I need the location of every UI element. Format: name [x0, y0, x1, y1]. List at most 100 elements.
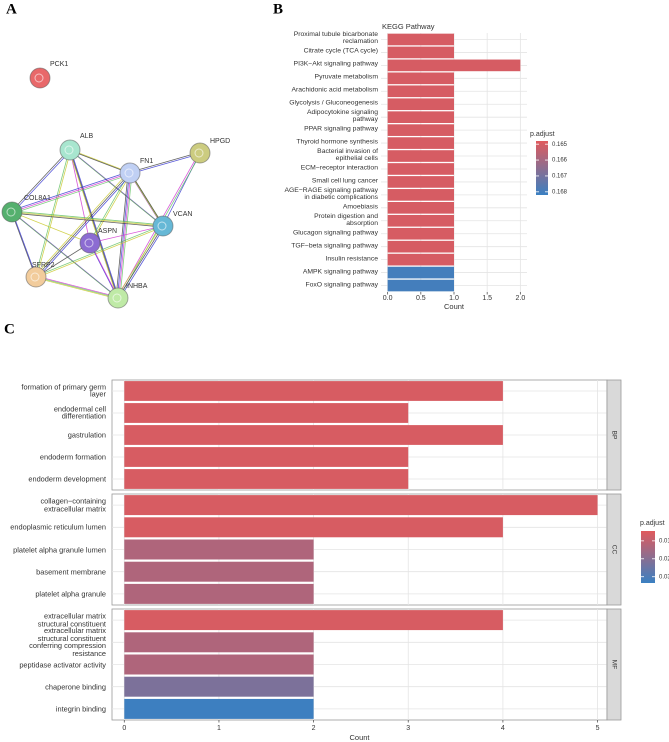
- bar: [124, 610, 503, 631]
- facet-label: BP: [610, 431, 617, 440]
- y-tick-label: extracellular matrix structural constitu…: [37, 611, 106, 629]
- y-tick-label: endodermal cell differentiation: [53, 404, 106, 421]
- network-edge: [13, 212, 165, 228]
- bar: [124, 447, 409, 467]
- network-edge: [11, 211, 36, 277]
- x-tick-label: 0.0: [383, 295, 393, 302]
- y-tick-label: endoderm formation: [39, 452, 106, 462]
- network-edge: [13, 173, 132, 214]
- y-tick-label: peptidase activator activity: [19, 659, 106, 669]
- bar: [387, 201, 454, 214]
- panel-label: C: [4, 321, 15, 337]
- bar: [124, 583, 314, 604]
- y-tick-label: Thyroid hormone synthesis: [296, 138, 378, 146]
- network-edge: [69, 149, 119, 299]
- node-glyph: [64, 145, 74, 155]
- y-tick-label: platelet alpha granule lumen: [13, 544, 106, 554]
- bar: [124, 561, 314, 582]
- bar: [387, 163, 454, 175]
- bar: [124, 381, 503, 401]
- bar: [124, 425, 503, 445]
- node-label: ALB: [80, 133, 94, 140]
- node-label: VCAN: [173, 211, 192, 218]
- node-glyph: [124, 168, 134, 178]
- y-tick-label: gastrulation: [67, 430, 106, 440]
- y-tick-label: PI3K−Akt signaling pathway: [293, 60, 378, 68]
- colorbar-tick-label: 0.166: [552, 158, 568, 164]
- node-glyph: [194, 148, 204, 158]
- facet-strip: [606, 608, 622, 721]
- network-edge: [10, 210, 162, 226]
- y-tick-label: FoxO signaling pathway: [305, 281, 378, 289]
- bar: [124, 469, 409, 489]
- x-axis-title: Count: [349, 733, 370, 742]
- network-node: [1, 201, 23, 223]
- bar: [387, 111, 454, 124]
- node-label: SFRP2: [32, 262, 55, 269]
- y-tick-label: Insulin resistance: [325, 255, 378, 263]
- x-tick-label: 1: [217, 725, 221, 732]
- bar: [124, 632, 314, 653]
- network-edge: [117, 225, 164, 299]
- network-edge: [130, 153, 201, 174]
- bar: [387, 189, 454, 201]
- chart-title: KEGG Pathway: [382, 22, 435, 31]
- node-label: PCK1: [50, 61, 68, 68]
- bar: [387, 124, 454, 136]
- y-tick-label: formation of primary germ layer: [21, 382, 106, 399]
- facet-label: MF: [610, 660, 617, 669]
- legend-title: p.adjust: [530, 131, 555, 138]
- y-tick-label: Small cell lung cancer: [311, 177, 378, 185]
- bar: [387, 240, 454, 253]
- bar: [387, 279, 454, 292]
- network-node: [29, 67, 51, 89]
- bar: [387, 176, 454, 188]
- network-node: [59, 139, 81, 161]
- y-tick-label: chaperone binding: [45, 681, 106, 691]
- y-tick-label: collagen−containing extracellular matrix: [40, 496, 106, 514]
- x-tick-label: 0.5: [416, 295, 426, 302]
- colorbar-tick-label: 0.01: [659, 538, 669, 544]
- bar: [387, 46, 454, 59]
- network-edge: [70, 151, 120, 300]
- x-axis-title: Count: [444, 302, 465, 311]
- network-edge: [116, 224, 163, 298]
- node-glyph: [34, 73, 44, 83]
- network-edge: [12, 212, 120, 300]
- y-tick-label: PPAR signaling pathway: [304, 125, 378, 133]
- bar: [124, 403, 409, 423]
- y-tick-label: AMPK signaling pathway: [302, 268, 378, 276]
- node-label: INHBA: [126, 283, 148, 290]
- bar: [124, 517, 503, 538]
- network-edge: [118, 226, 165, 300]
- node-label: COL8A1: [24, 195, 51, 202]
- network-node: [79, 232, 101, 254]
- panel-label: B: [273, 1, 283, 17]
- bar: [387, 253, 454, 266]
- y-tick-label: endoplasmic reticulum lumen: [10, 522, 106, 532]
- bar: [387, 98, 454, 111]
- network-edge: [129, 152, 200, 173]
- network-edge: [11, 211, 164, 227]
- network-edge: [11, 149, 70, 212]
- y-tick-label: extracellular matrix structural constitu…: [29, 626, 106, 658]
- network-node: [107, 287, 129, 309]
- network-edge: [34, 171, 130, 277]
- network-edge: [36, 173, 132, 279]
- network-edge: [68, 148, 118, 297]
- network-edge: [11, 172, 131, 213]
- facet-strip: [606, 379, 622, 491]
- bar: [387, 137, 454, 149]
- x-tick-label: 1.0: [449, 295, 459, 302]
- facet-strip: [606, 493, 622, 606]
- y-tick-label: Citrate cycle (TCA cycle): [303, 48, 378, 56]
- bar: [387, 266, 454, 279]
- network-edge: [35, 242, 91, 278]
- network-edge: [115, 171, 129, 297]
- network-edge: [35, 172, 131, 278]
- network-edge: [36, 226, 164, 278]
- network-edge: [12, 212, 37, 278]
- network-node: [25, 266, 47, 288]
